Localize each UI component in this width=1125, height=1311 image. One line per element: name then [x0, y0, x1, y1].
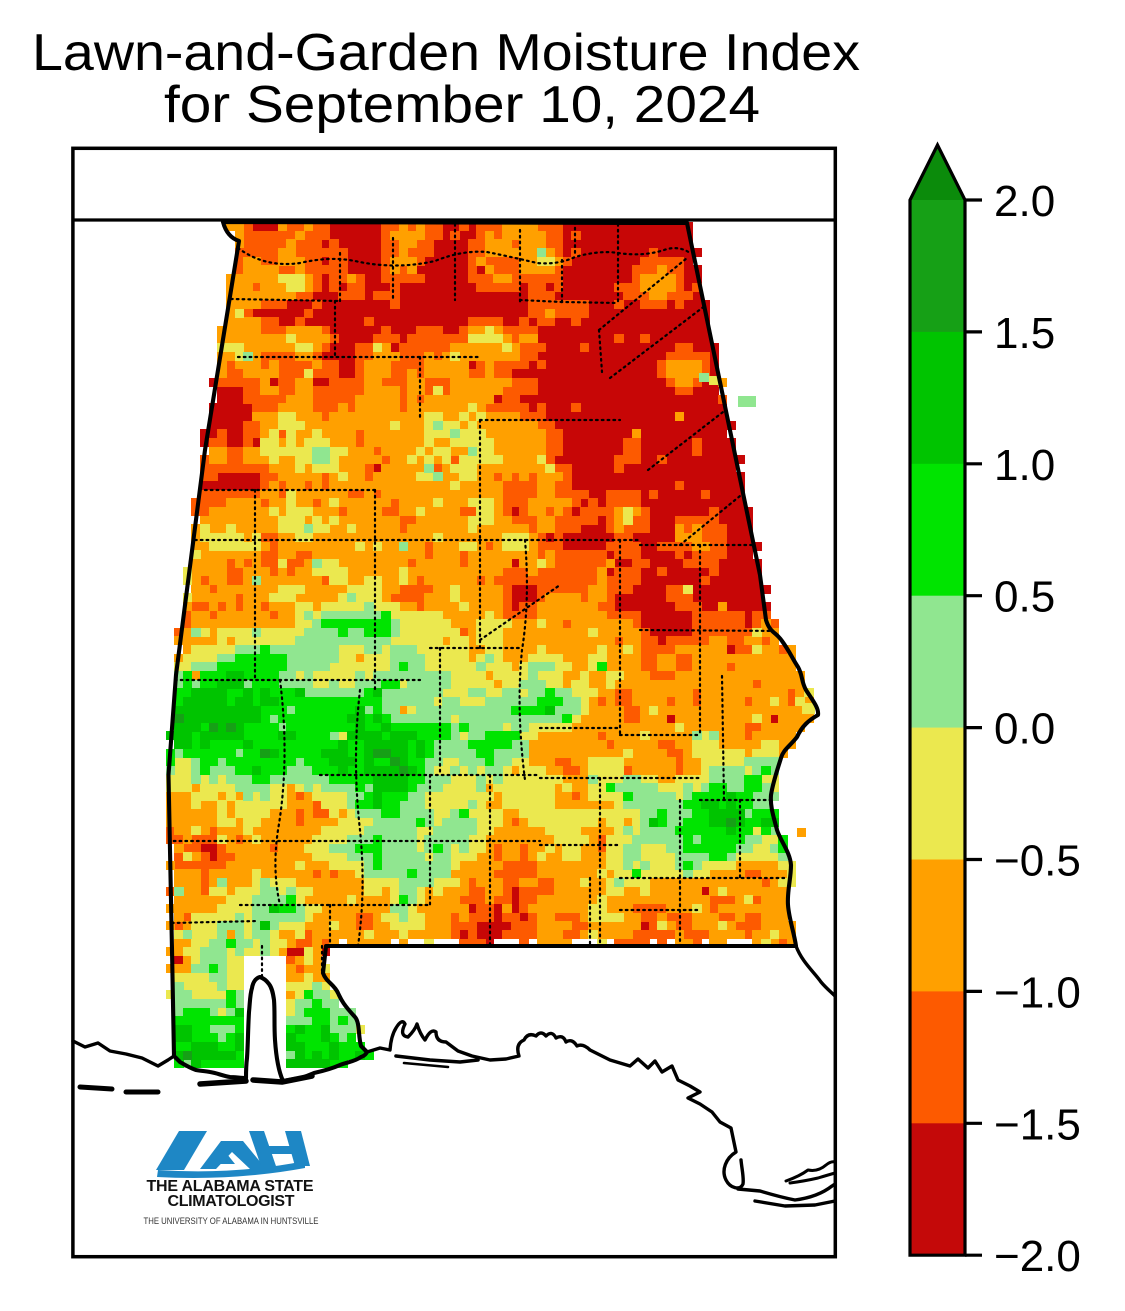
svg-text:0.0: 0.0 [994, 705, 1055, 754]
svg-text:1.5: 1.5 [994, 309, 1055, 358]
svg-text:−2.0: −2.0 [994, 1232, 1081, 1281]
svg-text:CLIMATOLOGIST: CLIMATOLOGIST [168, 1193, 295, 1210]
svg-text:THE UNIVERSITY OF ALABAMA IN H: THE UNIVERSITY OF ALABAMA IN HUNTSVILLE [144, 1216, 319, 1227]
svg-text:−1.5: −1.5 [994, 1100, 1081, 1149]
svg-text:Lawn-and-Garden Moisture Index: Lawn-and-Garden Moisture Index [32, 23, 860, 81]
svg-text:THE ALABAMA STATE: THE ALABAMA STATE [147, 1178, 314, 1195]
svg-text:0.5: 0.5 [994, 573, 1055, 622]
svg-text:2.0: 2.0 [994, 177, 1055, 226]
svg-text:−1.0: −1.0 [994, 968, 1081, 1017]
svg-text:−0.5: −0.5 [994, 837, 1081, 886]
svg-text:for September 10, 2024: for September 10, 2024 [164, 75, 760, 133]
svg-text:1.0: 1.0 [994, 441, 1055, 490]
